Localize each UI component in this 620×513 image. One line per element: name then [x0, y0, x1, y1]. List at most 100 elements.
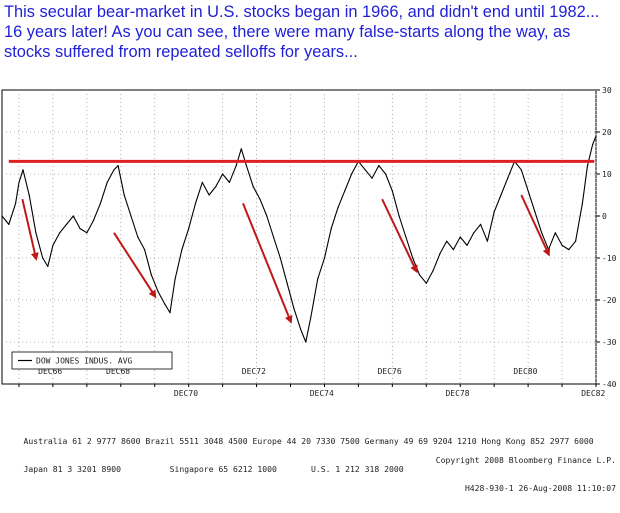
data-point	[164, 303, 166, 305]
data-point	[235, 165, 237, 167]
data-point	[323, 257, 326, 259]
x-tick-label: DEC74	[310, 389, 334, 398]
footer-row-3: H428-930-1 26-Aug-2008 11:10:07	[4, 483, 616, 494]
data-point	[371, 177, 373, 179]
y-tick-label: 0	[602, 212, 607, 221]
plot-frame	[1, 89, 597, 385]
footer-copyright: Copyright 2008 Bloomberg Finance L.P.	[435, 454, 616, 465]
data-point	[157, 291, 159, 293]
data-point	[150, 274, 152, 276]
data-point	[181, 249, 183, 251]
data-point	[42, 257, 44, 259]
data-point	[130, 215, 132, 217]
data-point	[452, 249, 455, 251]
x-tick-label: DEC72	[242, 367, 266, 376]
data-point	[466, 244, 468, 246]
data-point	[252, 186, 254, 188]
data-point	[259, 198, 261, 200]
data-point	[300, 328, 302, 330]
headline-line-3: stocks suffered from repeated selloffs f…	[4, 43, 358, 61]
data-point	[384, 173, 387, 175]
data-point	[364, 169, 366, 171]
data-point	[412, 257, 414, 259]
data-point	[188, 228, 190, 230]
data-point	[143, 249, 146, 251]
data-point	[240, 148, 242, 150]
data-point	[581, 202, 584, 204]
data-point	[527, 190, 529, 192]
selloff-arrow	[242, 203, 293, 324]
data-point	[337, 207, 339, 209]
data-point	[500, 194, 502, 196]
data-point	[228, 181, 231, 183]
selloff-arrow	[113, 232, 157, 299]
data-point	[493, 211, 495, 213]
x-tick-label: DEC70	[174, 389, 198, 398]
headline: This secular bear-market in U.S. stocks …	[4, 2, 616, 62]
data-point	[113, 169, 115, 171]
data-point	[561, 244, 563, 246]
data-point	[425, 282, 427, 284]
legend-label: DOW JONES INDUS. AVG	[36, 357, 133, 366]
selloff-arrow	[381, 198, 418, 274]
footer-row-2: Japan 81 3 3201 8900 Singapore 65 6212 1…	[4, 454, 617, 474]
data-point	[439, 253, 441, 255]
data-point	[222, 173, 224, 175]
data-point	[378, 165, 380, 167]
data-point	[534, 211, 536, 213]
data-point	[586, 165, 589, 167]
data-point	[35, 232, 37, 234]
data-point	[286, 282, 288, 284]
data-point	[554, 232, 556, 234]
data-point	[65, 223, 68, 225]
x-tick-label: DEC82	[581, 389, 605, 398]
data-point	[106, 181, 108, 183]
data-point	[595, 135, 597, 137]
x-tick-label: DEC68	[106, 367, 130, 376]
data-point	[14, 202, 17, 204]
selloff-arrow	[21, 198, 39, 261]
data-point	[317, 278, 319, 280]
data-point	[459, 236, 461, 238]
data-point	[432, 270, 434, 272]
data-point	[520, 169, 522, 171]
data-point	[486, 240, 488, 242]
data-point	[405, 236, 407, 238]
data-point	[575, 240, 577, 242]
data-point	[28, 194, 30, 196]
data-point	[99, 202, 102, 204]
data-point	[473, 232, 475, 234]
data-point	[59, 232, 61, 234]
data-point	[547, 249, 550, 251]
data-point	[169, 312, 171, 314]
footer-chart-id: H428-930-1 26-Aug-2008 11:10:07	[464, 483, 616, 493]
footer: Australia 61 2 9777 8600 Brazil 5511 304…	[4, 408, 617, 503]
y-tick-label: 20	[602, 128, 612, 137]
data-point	[93, 219, 95, 221]
data-point	[137, 236, 139, 238]
data-point	[351, 173, 353, 175]
data-point	[279, 257, 281, 259]
data-point	[1, 215, 3, 217]
y-tick-label: 30	[602, 86, 612, 95]
y-tick-label: 10	[602, 170, 612, 179]
footer-phone-numbers-2: Japan 81 3 3201 8900 Singapore 65 6212 1…	[23, 464, 404, 474]
y-tick-label: -20	[602, 296, 617, 305]
data-point	[507, 177, 509, 179]
data-point	[330, 228, 332, 230]
data-point	[201, 181, 203, 183]
data-point	[174, 278, 176, 280]
data-point	[541, 232, 543, 234]
legend-box	[11, 351, 173, 370]
headline-line-2: 16 years later! As you can see, there we…	[4, 23, 571, 41]
series-line-dow-jones	[1, 135, 597, 343]
data-point	[418, 274, 421, 276]
footer-row-1: Australia 61 2 9777 8600 Brazil 5511 304…	[4, 427, 616, 446]
data-point	[52, 244, 54, 246]
data-point	[72, 215, 74, 217]
data-point	[568, 249, 570, 251]
data-point	[208, 194, 210, 196]
data-point	[18, 181, 20, 183]
data-point	[293, 307, 295, 309]
data-point	[123, 194, 125, 196]
